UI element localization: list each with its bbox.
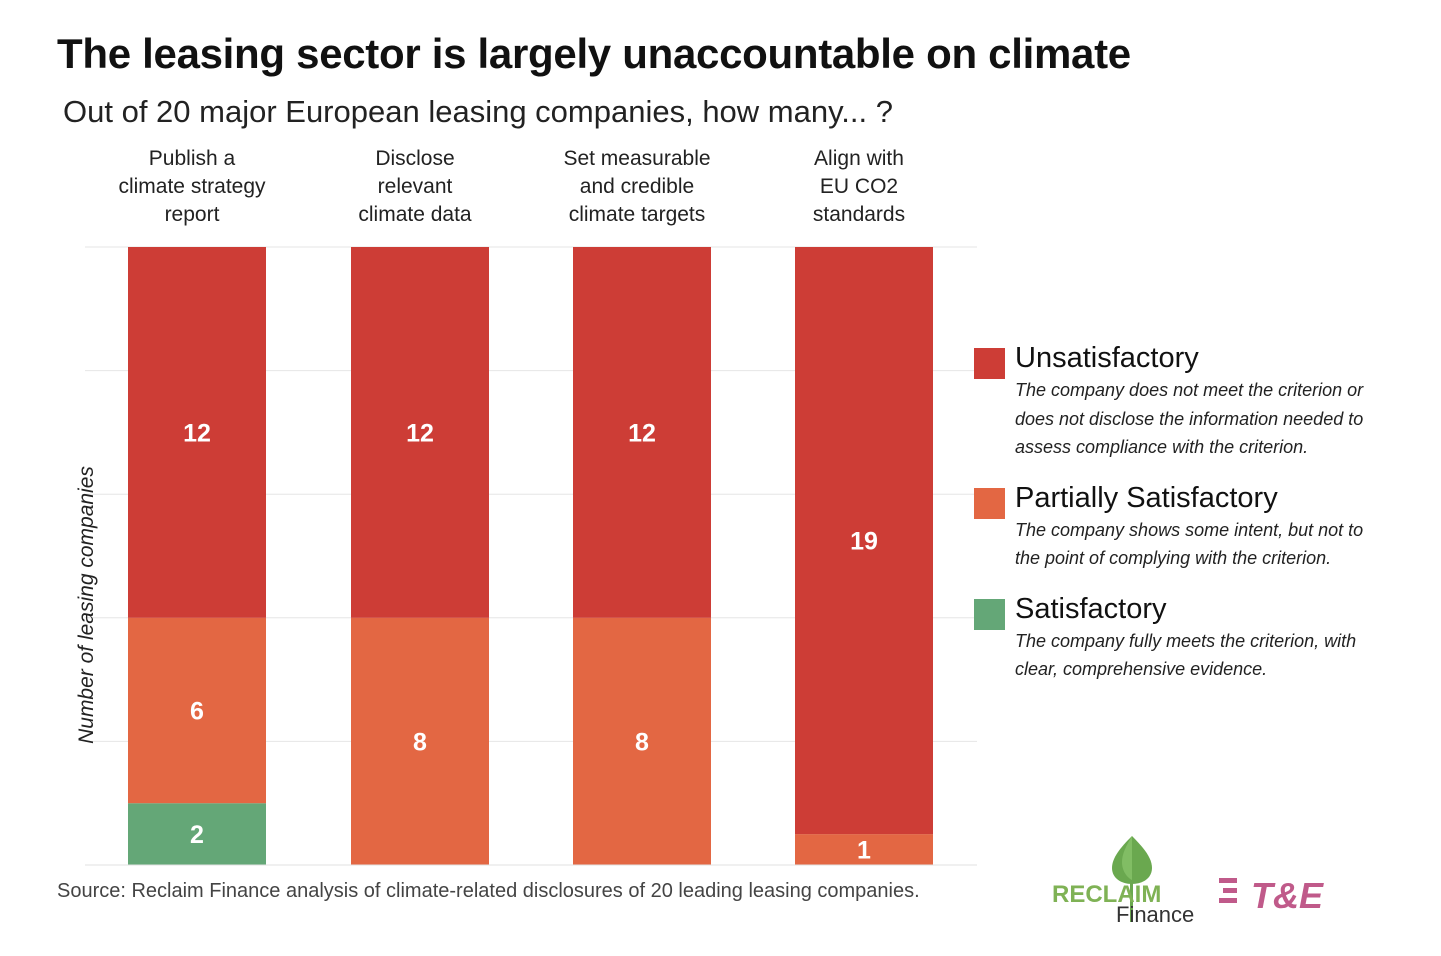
category-label-line: climate targets [568,203,706,226]
te-word: T&E [1251,875,1324,916]
category-label-line: Set measurable [563,147,711,170]
data-label: 19 [850,528,878,556]
bar-unsatisfactory [795,247,933,835]
reclaim-finance-logo: RECLAIM Finance [1052,836,1194,927]
leaf-highlight-icon [1122,836,1132,880]
legend-swatch-unsatisfactory [974,348,1005,379]
category-label-line: Disclose [375,147,455,170]
data-label: 6 [190,698,204,726]
category-label-line: standards [812,203,906,226]
category-label: Set measurable and credible climate target… [522,145,752,229]
data-label: 12 [183,419,211,447]
category-label-line: Publish a [148,147,236,170]
category-label-line: EU CO2 [819,175,899,198]
chart-subtitle: Out of 20 major European leasing compani… [63,94,893,129]
legend-description: The company shows some intent, but not t… [1015,519,1364,569]
leaf-stem-icon [1130,882,1133,922]
category-label: Disclose relevant climate data [300,145,530,229]
data-label: 8 [635,728,649,756]
legend-swatch-satisfactory [974,598,1005,630]
bar-unsatisfactory [128,247,266,618]
data-label: 12 [628,419,656,447]
legend-item-satisfactory: Satisfactory The company fully meets the… [974,591,1394,684]
y-axis-label: Number of leasing companies [75,466,98,744]
bar-partially-satisfactory [573,617,711,865]
legend-name: Partially Satisfactory [1015,481,1278,514]
category-label-line: relevant [377,175,453,198]
bar-satisfactory [128,803,266,865]
legend-description: The company fully meets the criterion, w… [1015,630,1357,680]
legend: Unsatisfactory The company does not meet… [974,340,1394,702]
category-label-line: report [164,203,220,226]
source-note: Source: Reclaim Finance analysis of clim… [57,880,920,902]
legend-item-partially-satisfactory: Partially Satisfactory The company shows… [974,480,1394,573]
category-label: Publish a climate strategy report [77,145,307,229]
category-label-line: and credible [579,175,695,198]
bar-partially-satisfactory [128,617,266,804]
data-label: 8 [413,728,427,756]
legend-name: Unsatisfactory [1015,342,1199,374]
category-label-line: climate data [358,203,472,226]
category-label-line: Align with [814,147,904,170]
bar-partially-satisfactory [795,834,933,865]
category-label: Align with EU CO2 standards [744,145,974,229]
data-label: 2 [190,821,204,849]
category-label-line: climate strategy [118,175,266,198]
transport-environment-logo: T&E [1219,875,1324,916]
chart-title: The leasing sector is largely unaccounta… [57,30,1131,77]
legend-name: Satisfactory [1015,592,1167,625]
bar-unsatisfactory [351,247,489,618]
data-label: 1 [857,837,871,865]
bar-unsatisfactory [573,247,711,618]
legend-swatch-partially-satisfactory [974,487,1005,519]
reclaim-word: RECLAIM [1052,881,1161,908]
te-stripes-icon [1219,878,1237,903]
legend-description: The company does not meet the criterion … [1015,380,1364,457]
data-label: 12 [406,419,434,447]
bar-partially-satisfactory [351,617,489,865]
legend-item-unsatisfactory: Unsatisfactory The company does not meet… [974,340,1394,462]
finance-word: Finance [1116,902,1194,927]
